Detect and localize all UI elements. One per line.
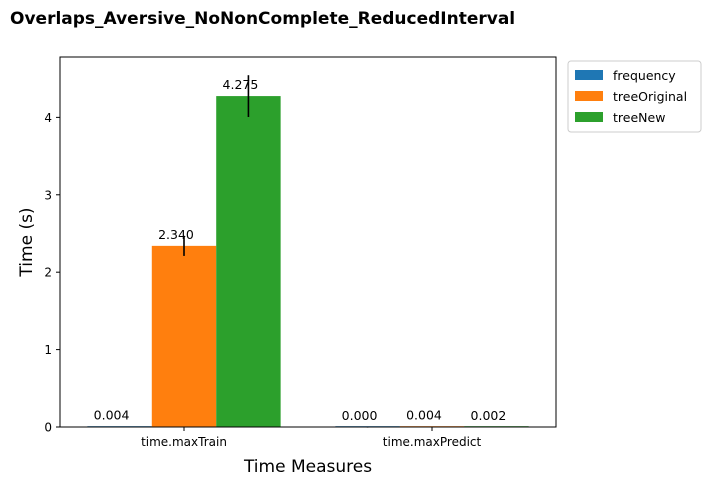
legend-swatch-treeOriginal <box>575 91 603 101</box>
y-tick-label-2: 2 <box>44 266 52 280</box>
x-axis: time.maxTrain time.maxPredict <box>141 427 481 449</box>
plot-frame <box>59 56 557 428</box>
data-label-treeNew-time.maxTrain: 4.275 <box>223 77 259 92</box>
y-tick-label-1: 1 <box>44 343 52 357</box>
data-label-treeOriginal-time.maxPredict: 0.004 <box>406 408 442 423</box>
chart-title: Overlaps_Aversive_NoNonComplete_ReducedI… <box>10 9 515 29</box>
x-tick-label-time.maxTrain: time.maxTrain <box>141 435 227 449</box>
y-tick-label-4: 4 <box>44 111 52 125</box>
data-label-frequency-time.maxTrain: 0.004 <box>94 408 130 423</box>
legend: frequency treeOriginal treeNew <box>567 60 702 133</box>
bar-treeOriginal-time.maxTrain <box>151 245 217 427</box>
x-tick-label-time.maxPredict: time.maxPredict <box>383 435 482 449</box>
x-axis-label: Time Measures <box>243 457 372 477</box>
data-label-treeNew-time.maxPredict: 0.002 <box>471 408 507 423</box>
bar-treeNew-time.maxTrain <box>216 96 281 427</box>
legend-label-frequency: frequency <box>613 68 676 83</box>
bars-layer <box>87 96 529 427</box>
y-axis: 0 1 2 3 4 <box>44 111 60 435</box>
legend-swatch-treeNew <box>575 112 603 122</box>
legend-label-treeOriginal: treeOriginal <box>613 89 687 104</box>
data-label-frequency-time.maxPredict: 0.000 <box>342 408 378 423</box>
legend-swatch-frequency <box>575 70 603 80</box>
data-label-treeOriginal-time.maxTrain: 2.340 <box>158 227 194 242</box>
y-tick-label-0: 0 <box>44 421 52 435</box>
data-labels-layer: 0.004 2.340 4.275 0.000 0.004 0.002 <box>94 77 507 423</box>
y-axis-label: Time (s) <box>17 207 37 277</box>
y-tick-label-3: 3 <box>44 188 52 202</box>
legend-label-treeNew: treeNew <box>613 110 665 125</box>
